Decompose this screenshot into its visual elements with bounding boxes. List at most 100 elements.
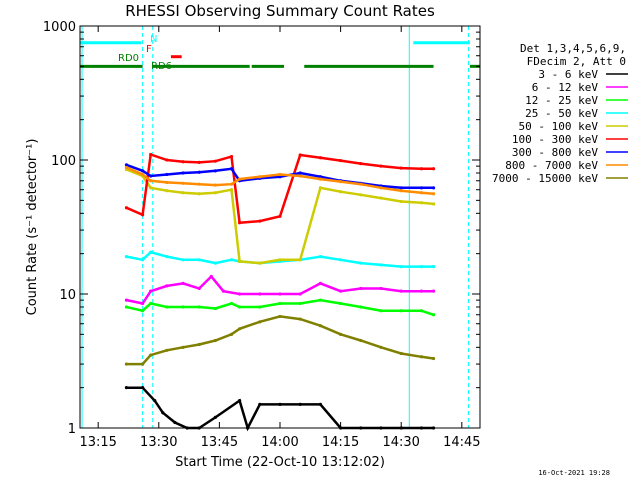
series-4-point-14 (359, 193, 363, 197)
series-2-point-7 (229, 301, 234, 306)
series-5-point-8 (237, 221, 242, 225)
series-2-point-18 (431, 313, 436, 317)
series-2-point-10 (278, 301, 282, 306)
series-3-point-4 (181, 258, 185, 262)
series-6-point-18 (431, 186, 436, 190)
series-1-point-11 (298, 292, 302, 296)
series-0-point-3 (161, 411, 165, 415)
series-4-point-7 (229, 188, 234, 192)
series-7-point-1 (141, 172, 145, 177)
series-5-point-7 (229, 155, 234, 159)
series-4-point-9 (258, 261, 262, 265)
series-4-point-6 (213, 191, 217, 195)
series-1-point-1 (141, 301, 145, 306)
series-1-point-5 (197, 286, 201, 291)
series-2-point-9 (258, 305, 262, 309)
series-1-point-16 (399, 289, 403, 293)
series-3-point-2 (149, 250, 153, 254)
series-4-point-13 (339, 190, 343, 194)
series-5-point-9 (258, 219, 262, 223)
series-1-point-0 (124, 298, 129, 302)
series-5-point-0 (124, 206, 129, 210)
series-8-point-16 (399, 351, 403, 356)
series-1-point-3 (165, 284, 169, 288)
series-2-point-13 (339, 301, 343, 306)
series-3-point-6 (213, 261, 217, 265)
series-line-1 (126, 274, 434, 305)
legend-label-7: 800 - 7000 keV (505, 159, 598, 172)
series-5-point-6 (213, 159, 217, 163)
series-7-point-9 (258, 175, 262, 179)
series-4-point-4 (181, 191, 185, 195)
series-6-point-12 (318, 175, 323, 179)
series-0-point-10 (258, 402, 262, 407)
series-7-point-18 (431, 192, 436, 196)
series-5-point-18 (431, 167, 436, 171)
series-8-point-3 (165, 348, 169, 352)
series-0-point-7 (213, 415, 217, 419)
x-tick-label-0: 13:15 (79, 435, 116, 450)
x-axis-ticks: 13:15 13:30 13:45 14:00 14:15 14:30 14:45 (79, 26, 481, 450)
y-axis-ticks: 1 10 100 1000 (43, 20, 480, 437)
y-axis-label: Count Rate (s⁻¹ detector⁻¹) (25, 139, 40, 316)
series-0-point-13 (318, 402, 323, 407)
series-5-point-10 (278, 214, 282, 218)
series-3-point-17 (419, 265, 424, 269)
series-line-7 (125, 166, 434, 195)
series-2-point-12 (318, 298, 323, 302)
series-6-point-5 (197, 170, 201, 174)
series-4-point-10 (278, 258, 282, 262)
series-6-point-2 (149, 174, 153, 178)
series-2-point-1 (141, 309, 145, 313)
series-8-point-0 (124, 362, 129, 366)
series-5-point-13 (339, 158, 343, 163)
series-7-point-6 (213, 183, 217, 187)
legend-label-1: 6 - 12 keV (532, 81, 599, 94)
series-1-point-2 (149, 289, 153, 293)
series-7-point-4 (181, 181, 185, 185)
series-1-point-7 (221, 289, 226, 293)
series-5-point-15 (379, 164, 383, 168)
series-1-point-13 (339, 289, 343, 293)
series-0-point-8 (237, 399, 242, 403)
series-0-point-12 (298, 402, 302, 407)
series-2-point-2 (149, 301, 153, 306)
series-7-point-16 (399, 189, 403, 193)
series-8-point-4 (181, 345, 185, 349)
series-1-point-4 (181, 281, 185, 285)
series-3-point-16 (399, 265, 403, 269)
legend-label-5: 100 - 300 keV (512, 133, 598, 146)
legend-label-6: 300 - 800 keV (512, 146, 598, 159)
series-4-point-11 (298, 258, 302, 262)
series-1-point-9 (258, 292, 262, 296)
series-5-point-4 (181, 160, 185, 164)
series-line-8 (126, 315, 434, 366)
series-2-point-4 (181, 305, 185, 309)
x-tick-label-6: 14:45 (443, 435, 480, 450)
series-7-point-3 (165, 180, 169, 185)
series-2-point-17 (419, 309, 424, 313)
x-tick-label-3: 14:00 (261, 435, 298, 450)
series-5-point-14 (359, 162, 363, 166)
legend-label-4: 50 - 100 keV (519, 120, 599, 133)
series-5-point-1 (141, 213, 145, 217)
series-6-point-11 (298, 171, 302, 175)
series-0-point-11 (278, 402, 282, 407)
series-1-point-8 (237, 292, 242, 296)
series-7-point-0 (124, 165, 129, 170)
x-axis-label: Start Time (22-Oct-10 13:12:02) (175, 455, 385, 470)
series-4-point-3 (165, 189, 169, 193)
series-7-point-14 (359, 182, 363, 186)
legend-header-1: FDecim 2, Att 0 (527, 55, 626, 68)
series-2-point-16 (399, 309, 403, 313)
series-3-point-0 (124, 255, 129, 259)
series-1-point-15 (379, 286, 383, 291)
series-8-point-17 (419, 355, 424, 359)
series-6-point-17 (419, 186, 424, 190)
series-2-point-11 (298, 301, 302, 306)
series-7-point-12 (318, 177, 323, 181)
series-7-point-10 (278, 172, 282, 177)
series-6-point-0 (124, 163, 129, 167)
series-lines (124, 152, 436, 432)
